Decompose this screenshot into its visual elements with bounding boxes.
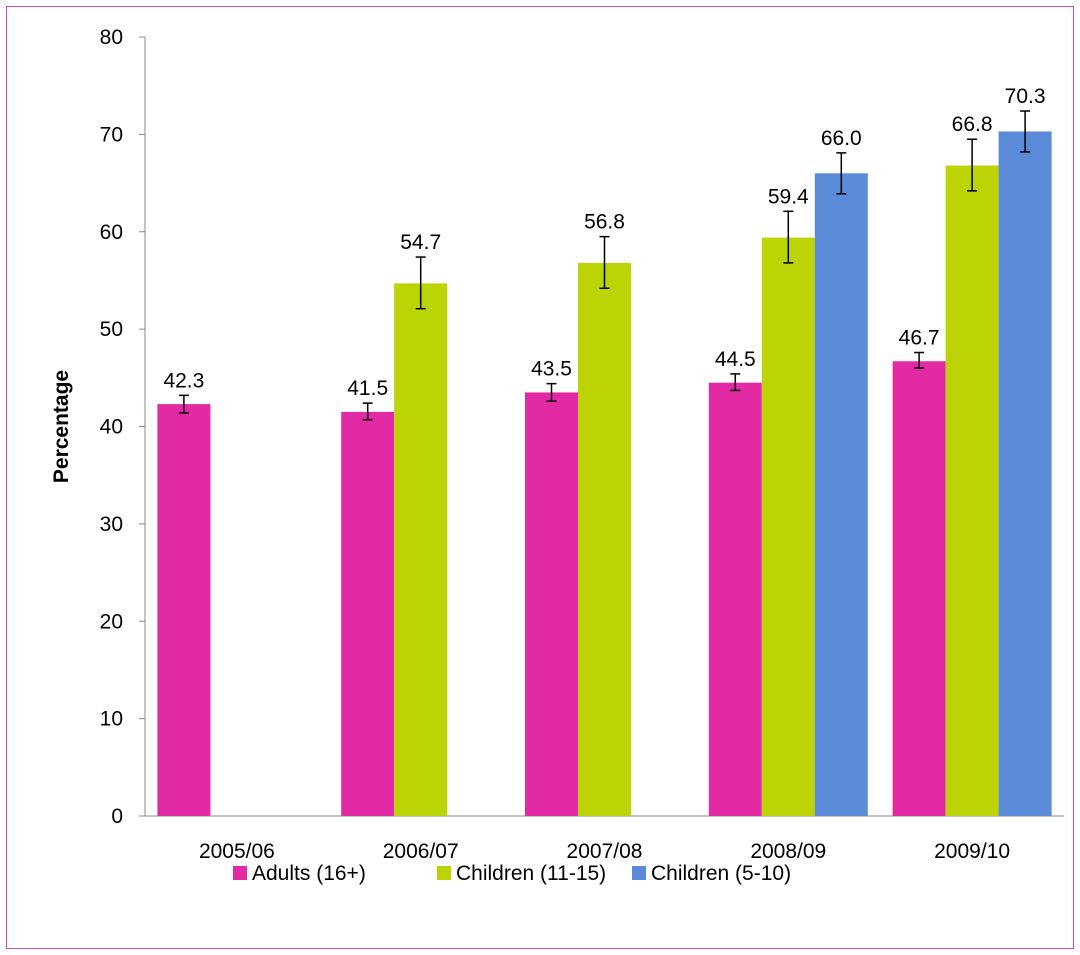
data-labels-group: 42.3 41.5 54.7 43.5 56.8 44.5 59.4 66.0 46.7 66.8… [163, 85, 1045, 400]
bars-group [157, 131, 1052, 817]
data-label: 41.5 [347, 377, 388, 400]
x-tick-label: 2008/09 [750, 840, 826, 863]
legend-swatch [632, 866, 646, 880]
y-tick-label: 0 [111, 805, 123, 828]
y-tick-label: 10 [100, 708, 123, 731]
error-bars-group [178, 110, 1031, 421]
data-label: 42.3 [163, 369, 204, 392]
x-tick-label: 2005/06 [199, 840, 275, 863]
legend-swatch [233, 866, 247, 880]
axes-group: 0 10 20 30 40 50 60 70 80 Percentage 2005/06 2006/0… [50, 26, 1064, 863]
data-label: 56.8 [584, 211, 625, 234]
bar [708, 382, 762, 816]
bar [525, 392, 578, 816]
data-label: 59.4 [768, 185, 809, 208]
x-tick-label: 2009/10 [934, 840, 1010, 863]
data-label: 66.0 [821, 127, 862, 150]
y-tick-label: 40 [100, 416, 123, 439]
bar [578, 262, 631, 816]
data-label: 70.3 [1005, 85, 1046, 108]
data-label: 66.8 [952, 113, 993, 136]
bar [761, 237, 815, 816]
legend-label: Children (11-15) [456, 862, 606, 885]
bar [157, 404, 211, 816]
data-label: 54.7 [400, 231, 441, 254]
legend-label: Adults (16+) [252, 862, 366, 885]
legend: Adults (16+) Children (11-15) Children (5-… [233, 862, 791, 885]
bar [998, 131, 1052, 817]
legend-swatch [437, 866, 451, 880]
y-axis-title: Percentage [50, 370, 73, 483]
y-tick-label: 60 [100, 221, 123, 244]
bar [945, 165, 999, 816]
y-tick-label: 20 [100, 610, 123, 633]
x-tick-label: 2006/07 [383, 840, 459, 863]
data-label: 46.7 [899, 326, 940, 349]
bar [341, 411, 395, 816]
y-tick-label: 50 [100, 318, 123, 341]
y-tick-label: 80 [100, 26, 123, 49]
x-tick-label: 2007/08 [567, 840, 643, 863]
bar [814, 173, 868, 816]
data-label: 44.5 [715, 348, 756, 371]
y-tick-label: 30 [100, 513, 123, 536]
data-label: 43.5 [531, 358, 572, 381]
bar [892, 361, 946, 816]
legend-label: Children (5-10) [651, 862, 791, 885]
y-tick-label: 70 [100, 123, 123, 146]
bar [394, 283, 448, 816]
